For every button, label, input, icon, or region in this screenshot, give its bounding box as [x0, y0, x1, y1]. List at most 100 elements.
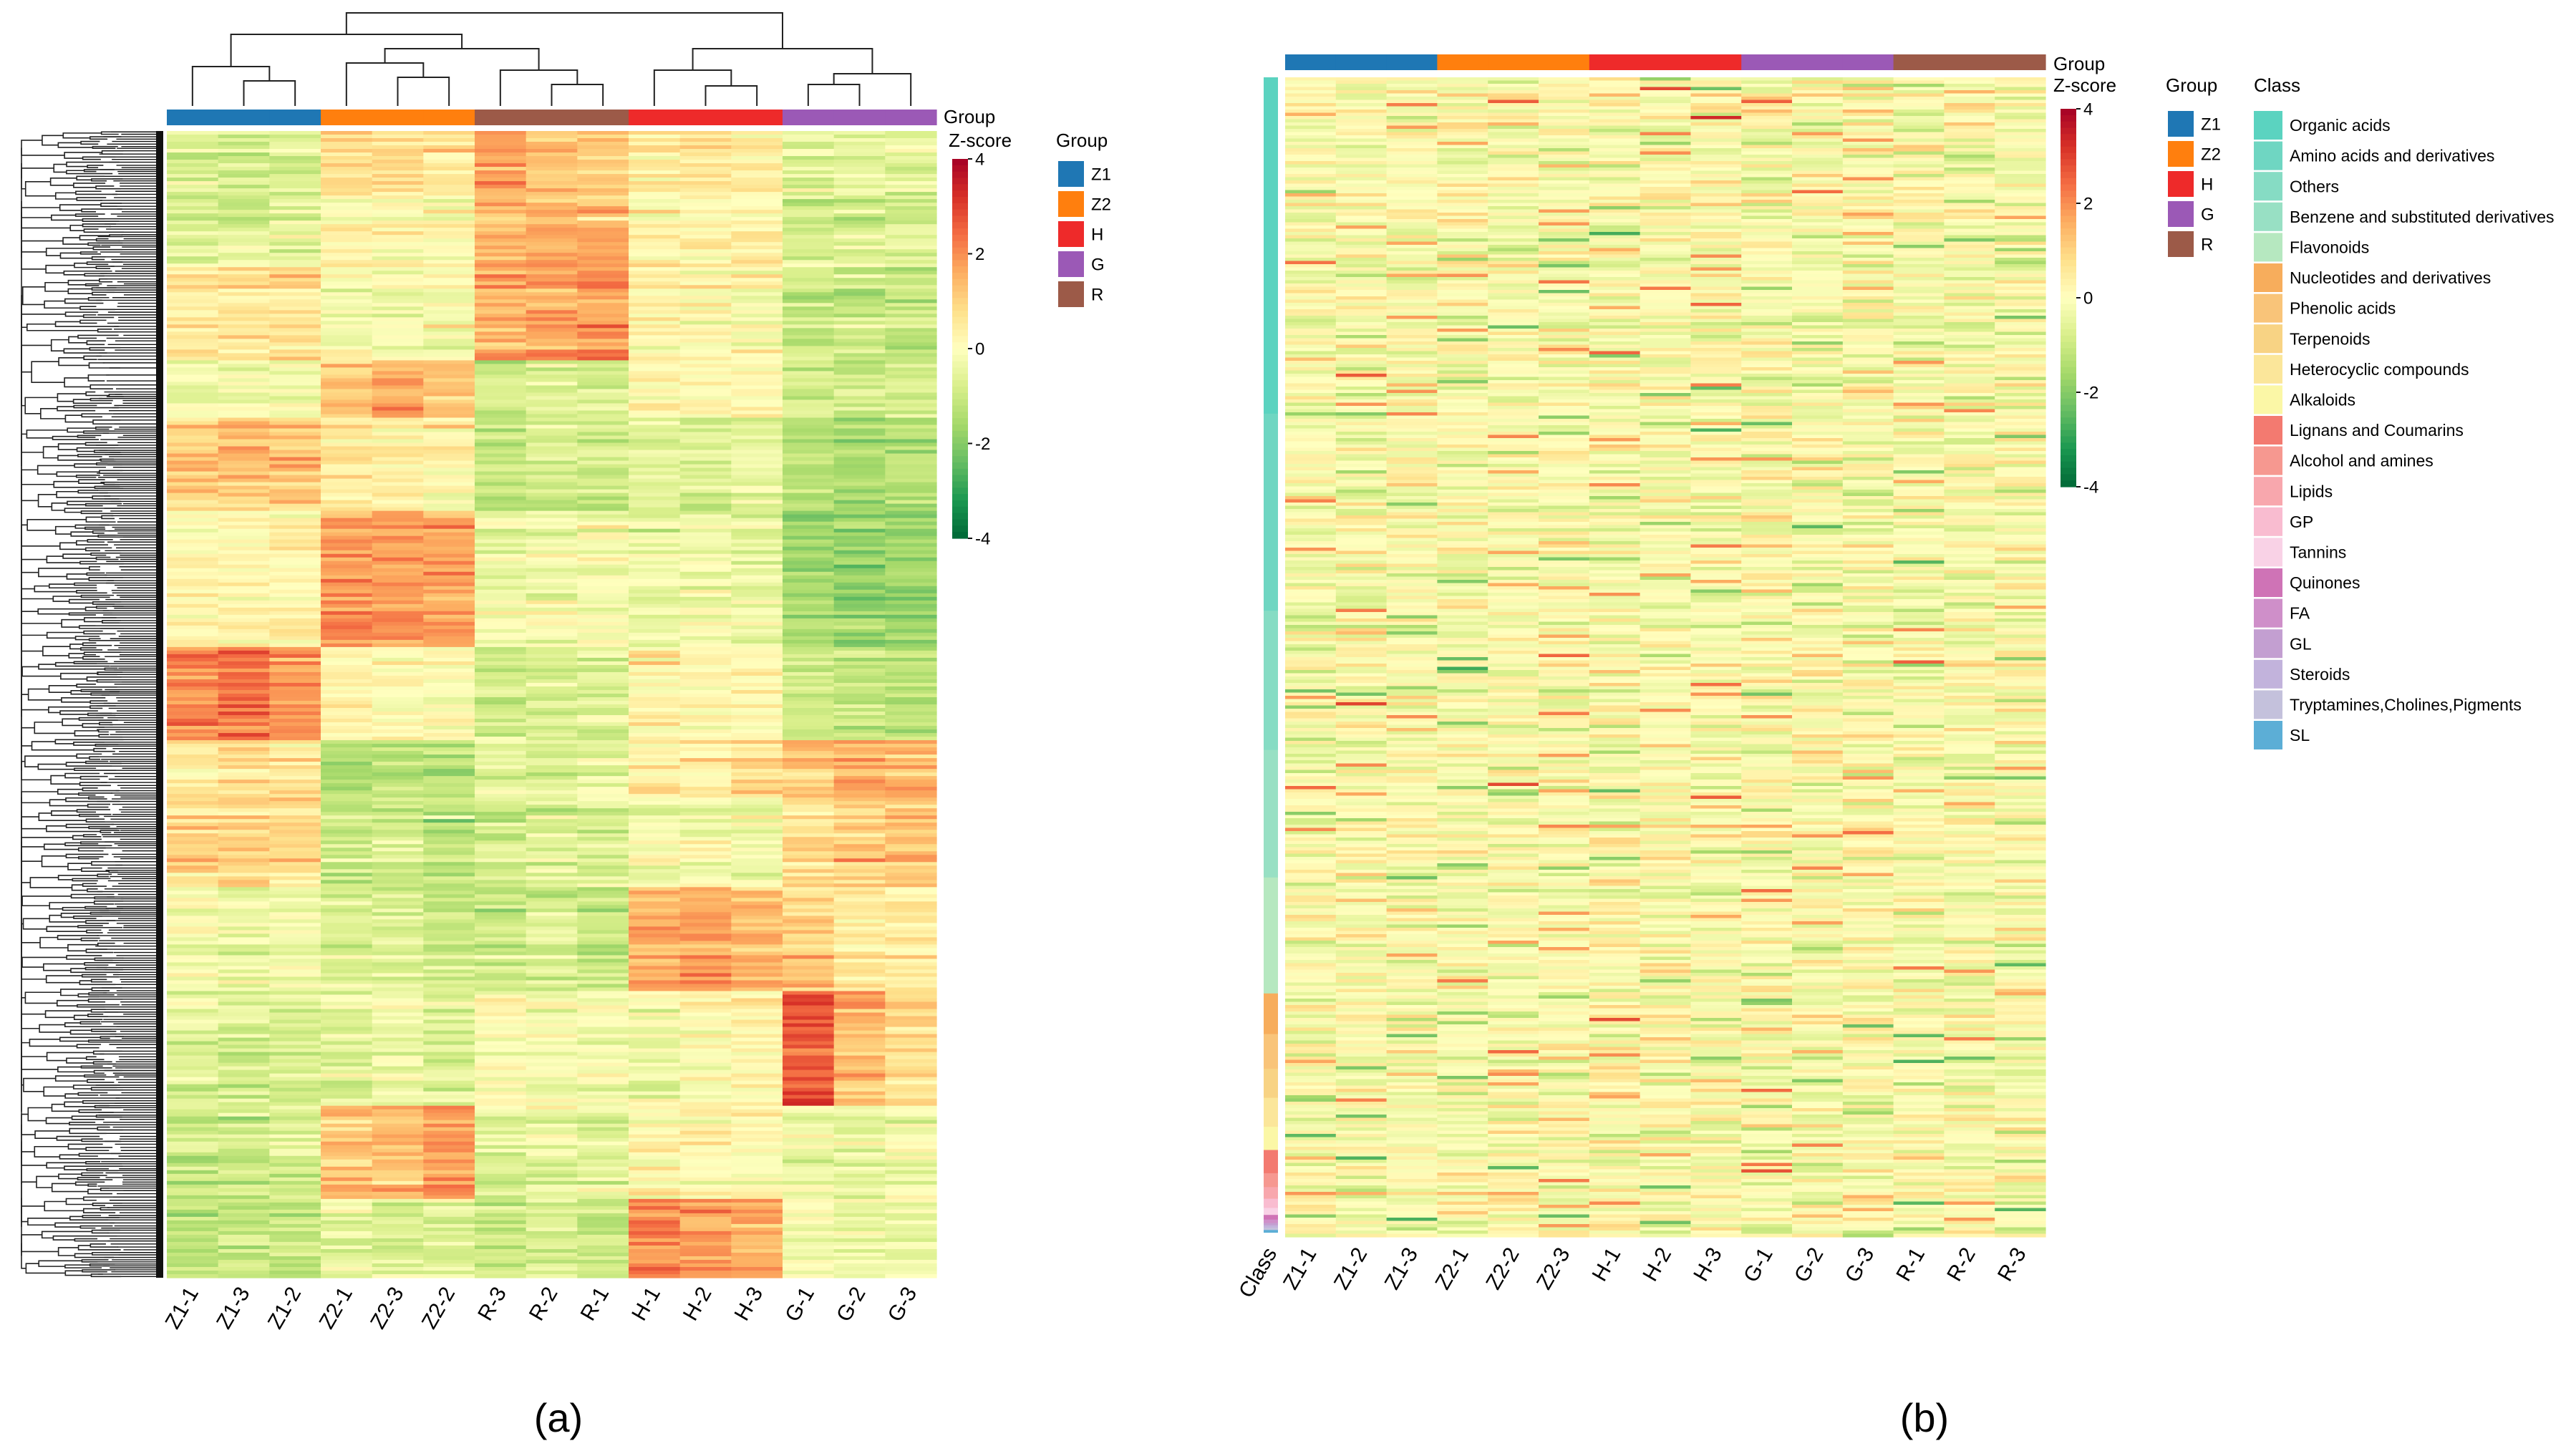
- heatmap-cell: [475, 138, 527, 142]
- heatmap-cell: [218, 980, 270, 985]
- heatmap-cell: [475, 557, 527, 562]
- heatmap-cell: [885, 657, 937, 662]
- heatmap-cell: [783, 575, 835, 580]
- heatmap-cell: [475, 661, 527, 666]
- heatmap-cell: [423, 285, 475, 289]
- heatmap-cell: [526, 808, 578, 812]
- heatmap-cell: [423, 389, 475, 394]
- heatmap-cell: [269, 278, 321, 282]
- heatmap-cell: [218, 203, 270, 207]
- heatmap-cell: [321, 661, 373, 666]
- heatmap-cell: [731, 830, 783, 834]
- heatmap-cell: [218, 1095, 270, 1100]
- dendrogram-branch: [80, 937, 100, 941]
- heatmap-cell: [269, 704, 321, 709]
- heatmap-cell: [526, 367, 578, 372]
- heatmap-cell: [526, 492, 578, 498]
- heatmap-cell: [833, 471, 886, 476]
- heatmap-cell: [885, 450, 937, 455]
- heatmap-cell: [269, 966, 321, 971]
- heatmap-cell: [731, 890, 783, 895]
- heatmap-cell: [783, 442, 835, 447]
- heatmap-cell: [629, 643, 681, 648]
- heatmap-cell: [731, 682, 783, 687]
- heatmap-cell: [731, 170, 783, 175]
- heatmap-cell: [833, 303, 886, 307]
- heatmap-cell: [423, 855, 475, 859]
- heatmap-cell: [885, 926, 937, 931]
- heatmap-cell: [269, 253, 321, 257]
- heatmap-cell: [218, 335, 270, 339]
- heatmap-cell: [526, 905, 578, 909]
- heatmap-cell: [269, 178, 321, 182]
- heatmap-cell: [167, 898, 219, 902]
- heatmap-cell: [372, 296, 424, 300]
- dendrogram-branch: [87, 1014, 109, 1017]
- dendrogram-branch: [37, 494, 57, 508]
- heatmap-cell: [731, 485, 783, 490]
- heatmap-cell: [629, 762, 681, 766]
- heatmap-cell: [731, 403, 783, 408]
- heatmap-cell: [167, 238, 219, 243]
- heatmap-cell: [731, 575, 783, 580]
- heatmap-cell: [218, 1005, 270, 1010]
- heatmap-cell: [167, 195, 219, 200]
- heatmap-cell: [526, 195, 578, 200]
- heatmap-cell: [269, 851, 321, 855]
- heatmap-cell: [731, 898, 783, 902]
- heatmap-cell: [321, 378, 373, 383]
- heatmap-cell: [833, 389, 886, 394]
- heatmap-cell: [475, 167, 527, 171]
- heatmap-cell: [731, 840, 783, 845]
- dendrogram-branch: [54, 661, 110, 667]
- heatmap-cell: [731, 833, 783, 838]
- heatmap-cell: [423, 1037, 475, 1042]
- heatmap-cell: [783, 973, 835, 978]
- heatmap-cell: [269, 586, 321, 591]
- heatmap-cell: [269, 686, 321, 691]
- heatmap-cell: [629, 342, 681, 346]
- heatmap-cell: [679, 281, 732, 286]
- heatmap-cell: [833, 1062, 886, 1067]
- heatmap-cell: [629, 1073, 681, 1078]
- heatmap-cell: [475, 700, 527, 705]
- heatmap-cell: [731, 976, 783, 981]
- heatmap-cell: [423, 611, 475, 616]
- heatmap-cell: [629, 747, 681, 752]
- heatmap-cell: [679, 450, 732, 455]
- dendrogram-branch: [80, 594, 115, 598]
- heatmap-cell: [372, 192, 424, 196]
- heatmap-cell: [526, 937, 578, 942]
- heatmap-cell: [885, 876, 937, 880]
- heatmap-cell: [372, 643, 424, 648]
- heatmap-cell: [629, 149, 681, 153]
- heatmap-cell: [679, 858, 732, 863]
- heatmap-cell: [372, 794, 424, 798]
- heatmap-cell: [218, 646, 270, 651]
- heatmap-cell: [629, 424, 681, 429]
- heatmap-cell: [269, 787, 321, 791]
- dendrogram-branch: [21, 611, 62, 624]
- heatmap-cell: [679, 883, 732, 888]
- heatmap-cell: [475, 833, 527, 838]
- heatmap-cell: [783, 933, 835, 938]
- heatmap-cell: [577, 636, 629, 641]
- heatmap-cell: [269, 955, 321, 960]
- heatmap-cell: [783, 869, 835, 873]
- heatmap-cell: [679, 442, 732, 447]
- heatmap-cell: [321, 1005, 373, 1010]
- heatmap-cell: [218, 1044, 270, 1049]
- heatmap-cell: [475, 564, 527, 569]
- heatmap-cell: [218, 356, 270, 361]
- heatmap-cell: [679, 614, 732, 619]
- heatmap-cell: [321, 424, 373, 429]
- heatmap-cell: [679, 923, 732, 927]
- heatmap-cell: [679, 603, 732, 608]
- heatmap-cell: [833, 808, 886, 812]
- dendrogram-branch: [75, 475, 100, 478]
- heatmap-cell: [218, 167, 270, 171]
- heatmap-cell: [321, 607, 373, 612]
- heatmap-cell: [833, 751, 886, 755]
- heatmap-cell: [577, 844, 629, 848]
- heatmap-cell: [372, 1062, 424, 1067]
